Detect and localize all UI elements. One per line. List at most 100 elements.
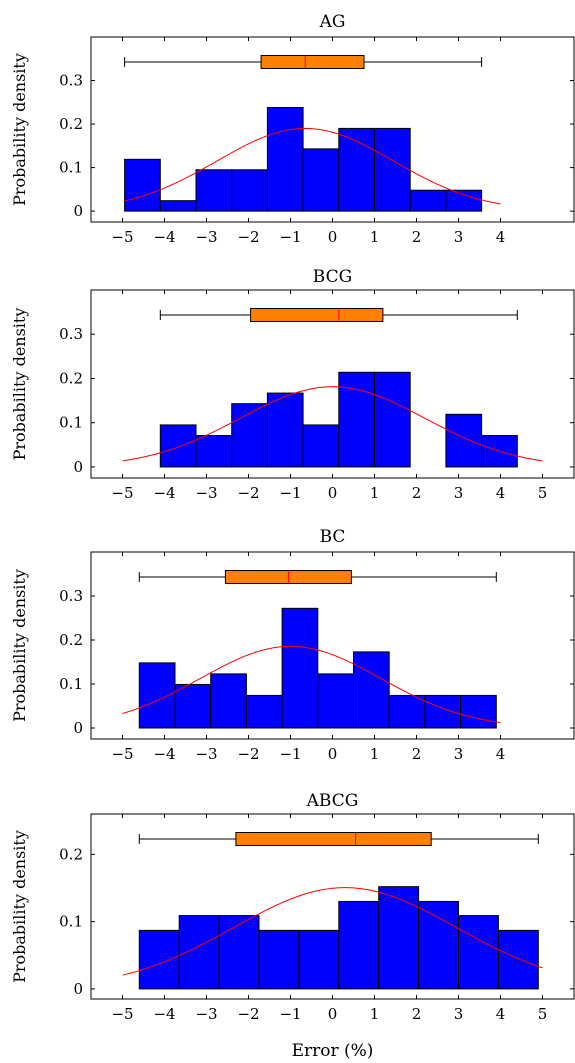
x-tick-label: 4 [496,484,506,502]
histogram-bar [231,403,268,468]
x-tick-label: 2 [412,228,422,246]
histogram-bar [353,651,390,729]
x-tick-label: −2 [237,745,259,763]
normal-fit-curve [122,386,543,462]
y-tick-label: 0.3 [59,587,83,605]
chart-title: BCG [313,267,352,287]
chart-panel: BC Probability density −5 −4 −3 −2 −1 0 1 2 3 4 0 0.1… [10,527,575,763]
x-tick-label: 1 [370,745,380,763]
x-tick-label: 0 [328,484,338,502]
y-axis-label: Probability density [10,830,29,983]
histogram-bar [159,424,197,468]
x-tick-label: −3 [195,484,217,502]
x-tick-label: 3 [454,745,464,763]
histogram-bar [138,662,176,729]
histogram-bar [266,392,304,468]
histogram-bar [409,189,447,212]
x-tick-label: 5 [538,484,548,502]
x-tick-label: 0 [328,228,338,246]
histogram-bar [302,424,340,468]
histogram-bar [258,929,300,990]
x-tick-label: −3 [195,745,217,763]
histogram-bar [458,915,499,990]
x-tick-label: −4 [153,1005,175,1023]
y-axis-label: Probability density [10,53,29,206]
x-tick-label: −3 [195,1005,217,1023]
normal-fit-curve [124,127,501,205]
x-tick-label: 1 [370,484,380,502]
chart-panel: ABCG Probability density −5 −4 −3 −2 −1 0 1 2 3 4 5 0… [10,791,575,1061]
y-tick-label: 0.1 [59,913,83,931]
histogram-bar [210,673,247,729]
y-tick-label: 0.2 [59,369,83,387]
histogram-bar [388,694,426,729]
y-axis-label: Probability density [10,308,29,461]
x-tick-label: −4 [153,484,175,502]
chart-panel: BCG Probability density −5 −4 −3 −2 −1 0 1 2 3 4 5 0 0… [10,267,575,502]
histogram-bar [374,371,411,468]
histogram-bar [195,435,233,468]
histogram-bar [302,148,340,212]
x-tick-label: 2 [412,745,422,763]
x-axis-label: Error (%) [292,1041,374,1061]
histogram-bar [374,127,411,212]
boxplot-box [260,55,365,69]
y-tick-label: 0.1 [59,675,83,693]
y-tick-label: 0.1 [59,414,83,432]
x-tick-label: 4 [496,1005,506,1023]
x-tick-label: 3 [454,228,464,246]
x-tick-label: −2 [237,228,259,246]
x-tick-label: 2 [412,1005,422,1023]
histogram-bar [159,200,197,212]
x-tick-label: 1 [370,228,380,246]
histogram-bar [281,607,319,729]
x-tick-label: −2 [237,1005,259,1023]
histogram-bar [378,886,420,990]
x-tick-label: 0 [328,1005,338,1023]
x-tick-label: −5 [111,484,133,502]
histogram-bar [138,929,180,990]
y-tick-label: 0.2 [59,631,83,649]
x-tick-label: −4 [153,745,175,763]
chart-title: AG [319,12,346,32]
histogram-bar [298,929,340,990]
x-tick-label: 3 [454,1005,464,1023]
histogram-bar [245,694,283,729]
chart-title: ABCG [306,791,359,811]
x-tick-label: 5 [538,1005,548,1023]
x-tick-label: 4 [496,745,506,763]
x-tick-label: 1 [370,1005,380,1023]
histogram-bar [124,158,161,212]
histogram-bar [338,127,375,212]
normal-fit-curve [122,645,501,724]
x-tick-label: 3 [454,484,464,502]
y-tick-label: 0.3 [59,325,83,343]
histogram-bar [231,169,268,212]
y-tick-label: 0.1 [59,159,83,177]
histogram-bar [418,900,460,990]
y-axis-label: Probability density [10,569,29,722]
x-tick-label: −1 [279,1005,301,1023]
x-tick-label: 4 [496,228,506,246]
histogram-bar [497,929,539,990]
x-tick-label: −1 [279,228,301,246]
histogram-bar [460,694,497,729]
x-tick-label: 0 [328,745,338,763]
boxplot-box [250,308,384,322]
y-tick-label: 0 [73,719,83,737]
chart-title: BC [320,527,346,547]
histogram-bar [338,900,380,990]
x-tick-label: −3 [195,228,217,246]
y-tick-label: 0.3 [59,72,83,90]
histogram-bar [195,169,233,212]
y-tick-label: 0 [73,980,83,998]
x-tick-label: −5 [111,745,133,763]
x-tick-label: −1 [279,484,301,502]
histogram-bar [218,915,260,990]
histogram-bar [178,915,220,990]
y-tick-label: 0 [73,202,83,220]
y-tick-label: 0 [73,458,83,476]
histogram-bar [338,371,375,468]
x-tick-label: −2 [237,484,259,502]
